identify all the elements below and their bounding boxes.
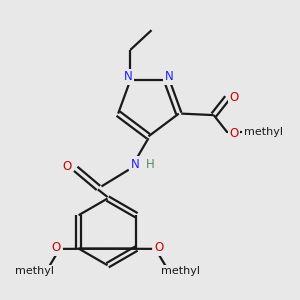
Text: N: N: [165, 70, 173, 83]
Text: O: O: [230, 127, 238, 140]
Text: methyl: methyl: [244, 128, 283, 137]
Text: H: H: [146, 158, 155, 171]
Text: O: O: [63, 160, 72, 173]
Text: O: O: [230, 91, 238, 104]
Text: O: O: [154, 242, 164, 254]
Text: methyl: methyl: [15, 266, 54, 276]
Text: methyl: methyl: [161, 266, 200, 276]
Text: O: O: [51, 242, 61, 254]
Text: N: N: [124, 70, 132, 83]
Text: N: N: [130, 158, 139, 171]
